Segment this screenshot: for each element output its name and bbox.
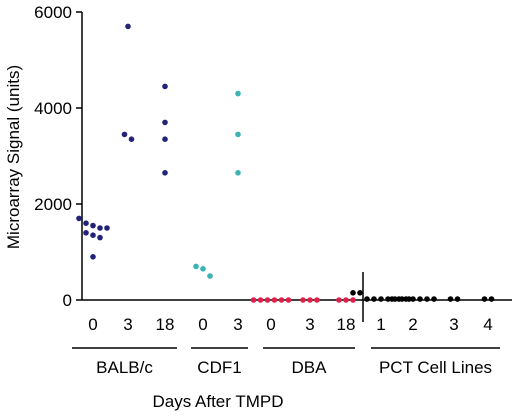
group-label: PCT Cell Lines bbox=[379, 358, 492, 377]
x-tick-label: 0 bbox=[266, 315, 275, 334]
data-point bbox=[235, 131, 241, 138]
data-point bbox=[104, 225, 110, 231]
data-point bbox=[378, 296, 384, 302]
data-point bbox=[97, 225, 103, 231]
x-tick-label: 1 bbox=[376, 315, 385, 334]
group-label: DBA bbox=[292, 358, 328, 377]
data-point bbox=[83, 220, 89, 226]
group-label: BALB/c bbox=[96, 358, 153, 377]
data-point bbox=[371, 296, 377, 302]
x-axis-title: Days After TMPD bbox=[153, 392, 284, 411]
data-point bbox=[431, 296, 437, 302]
data-point bbox=[250, 297, 257, 303]
data-point bbox=[125, 23, 131, 30]
group-brackets: BALB/c CDF1 DBA PCT Cell Lines bbox=[72, 347, 500, 377]
data-point bbox=[417, 296, 423, 302]
data-point bbox=[162, 83, 168, 90]
data-point bbox=[264, 297, 271, 303]
x-tick-label: 18 bbox=[337, 315, 356, 334]
data-point bbox=[76, 215, 82, 222]
data-point bbox=[403, 296, 409, 302]
category-labels: 0 3 18 0 3 0 3 18 1 2 3 4 bbox=[88, 315, 492, 334]
x-tick-label: 4 bbox=[483, 315, 492, 334]
x-tick-label: 3 bbox=[123, 315, 132, 334]
data-point bbox=[162, 119, 168, 126]
data-point bbox=[300, 297, 306, 303]
data-point bbox=[396, 296, 402, 302]
data-point bbox=[385, 296, 391, 302]
data-point bbox=[343, 297, 349, 303]
data-point bbox=[285, 297, 292, 303]
data-point bbox=[357, 290, 363, 296]
x-tick-label: 0 bbox=[88, 315, 97, 334]
data-point bbox=[314, 297, 320, 303]
x-tick-label: 3 bbox=[305, 315, 314, 334]
data-point bbox=[235, 90, 241, 97]
data-point bbox=[97, 234, 103, 241]
data-point bbox=[410, 296, 416, 302]
data-point bbox=[162, 170, 168, 176]
data-points bbox=[76, 23, 495, 303]
data-point bbox=[235, 170, 241, 176]
x-tick-label: 3 bbox=[449, 315, 458, 334]
group-label: CDF1 bbox=[197, 358, 241, 377]
data-point bbox=[207, 273, 213, 279]
y-tick-label: 2000 bbox=[34, 195, 72, 214]
data-point bbox=[200, 266, 206, 272]
data-point bbox=[454, 296, 461, 302]
data-point bbox=[424, 296, 430, 302]
data-point bbox=[257, 297, 264, 303]
data-point bbox=[271, 297, 278, 303]
x-tick-label: 3 bbox=[233, 315, 242, 334]
y-tick-label: 6000 bbox=[34, 3, 72, 22]
x-tick-label: 2 bbox=[408, 315, 417, 334]
data-point bbox=[121, 131, 128, 138]
data-point bbox=[83, 230, 89, 236]
data-point bbox=[90, 253, 96, 260]
x-tick-label: 18 bbox=[156, 315, 175, 334]
data-point bbox=[162, 136, 168, 142]
data-point bbox=[90, 232, 96, 238]
data-point bbox=[350, 297, 356, 303]
data-point bbox=[389, 296, 395, 302]
data-point bbox=[364, 296, 370, 302]
data-point bbox=[278, 297, 285, 303]
data-point bbox=[193, 263, 199, 270]
y-tick-label: 4000 bbox=[34, 99, 72, 118]
data-point bbox=[488, 296, 495, 302]
y-axis-title: Microarray Signal (units) bbox=[4, 65, 23, 249]
y-tick-label: 0 bbox=[63, 291, 72, 310]
y-ticks: 0 2000 4000 6000 bbox=[34, 3, 82, 310]
data-point bbox=[481, 296, 488, 302]
data-point bbox=[447, 296, 454, 302]
x-tick-label: 0 bbox=[198, 315, 207, 334]
data-point bbox=[350, 290, 356, 296]
data-point bbox=[307, 297, 313, 303]
data-point bbox=[90, 222, 96, 229]
data-point bbox=[336, 297, 342, 303]
data-point bbox=[128, 136, 135, 142]
